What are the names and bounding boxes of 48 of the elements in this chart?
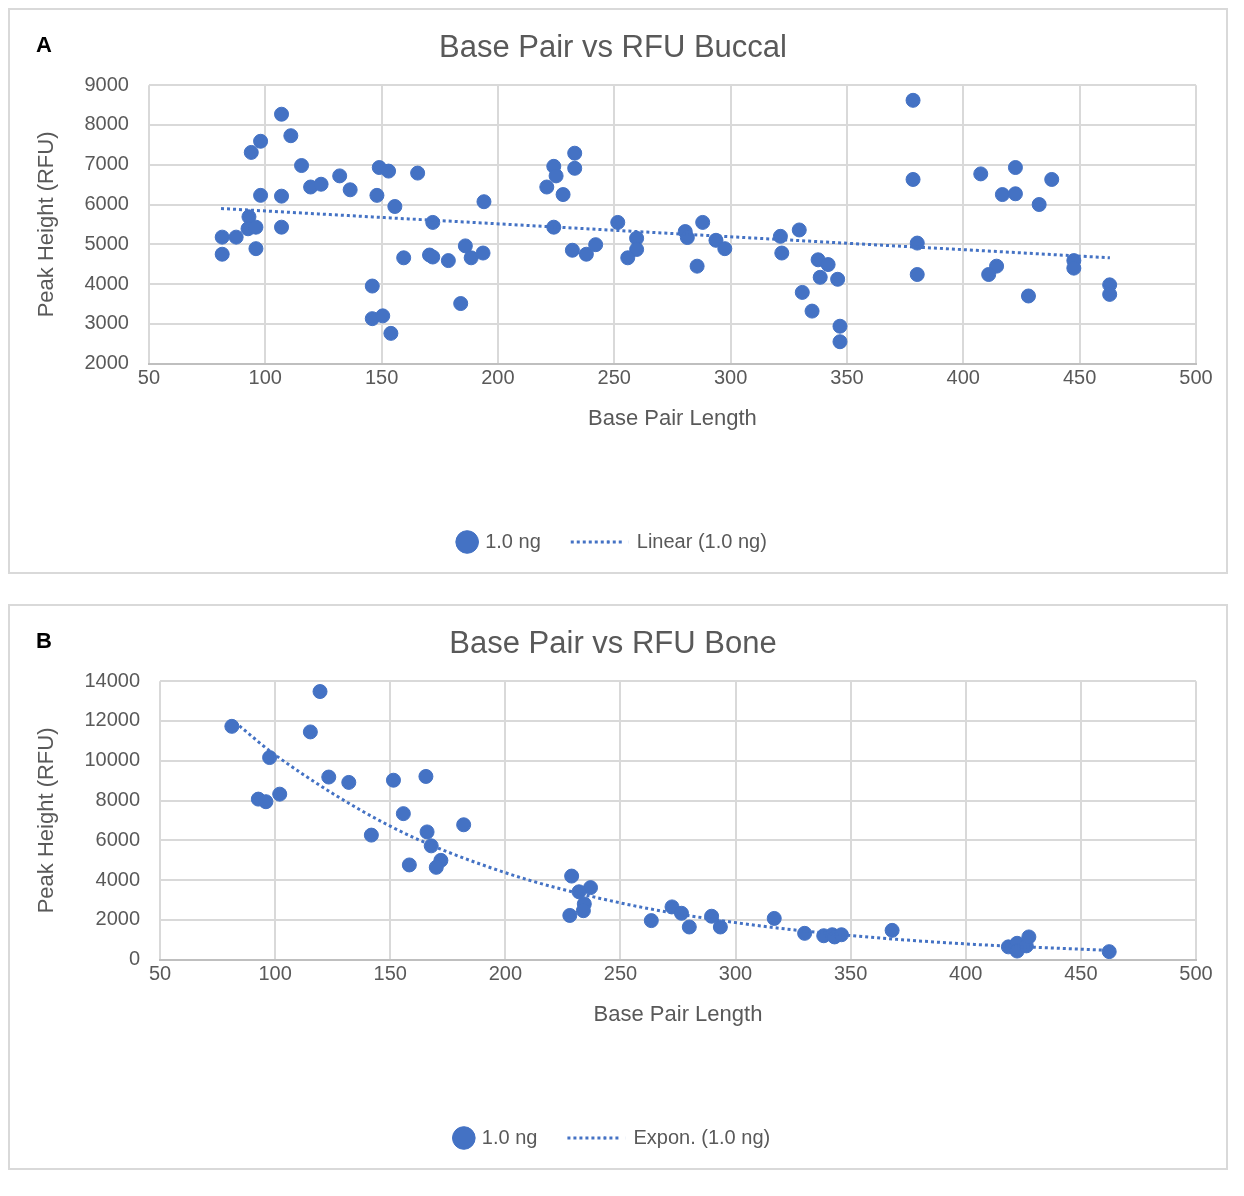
legend-label: 1.0 ng xyxy=(485,529,541,552)
x-tick-label: 350 xyxy=(830,366,864,389)
x-tick-label: 100 xyxy=(258,962,292,985)
y-tick-label: 8000 xyxy=(84,112,129,135)
y-tick-label: 12000 xyxy=(84,708,141,731)
y-tick-label: 3000 xyxy=(84,311,129,334)
y-tick-label: 8000 xyxy=(95,788,141,811)
x-tick-label: 150 xyxy=(373,962,407,985)
y-tick-label: 14000 xyxy=(84,668,141,691)
x-tick-label: 200 xyxy=(481,366,515,389)
y-tick-label: 7000 xyxy=(84,152,129,175)
y-tick-label: 0 xyxy=(128,947,141,970)
y-tick-label: 2000 xyxy=(84,351,129,374)
x-tick-label: 150 xyxy=(364,366,399,389)
y-axis-title: Peak Height (RFU) xyxy=(33,131,59,318)
y-tick-label: 9000 xyxy=(84,72,129,95)
y-tick-label: 4000 xyxy=(95,867,141,890)
y-tick-label: 2000 xyxy=(95,907,141,930)
x-tick-label: 300 xyxy=(713,366,748,389)
x-tick-label: 500 xyxy=(1179,962,1213,985)
x-tick-label: 250 xyxy=(597,366,631,389)
legend-label: Linear (1.0 ng) xyxy=(636,529,767,552)
x-tick-label: 350 xyxy=(833,962,868,985)
x-tick-label: 50 xyxy=(137,366,161,389)
y-tick-label: 10000 xyxy=(84,748,141,771)
x-tick-label: 300 xyxy=(718,962,753,985)
y-tick-label: 4000 xyxy=(84,271,129,294)
y-tick-label: 5000 xyxy=(84,231,129,254)
x-tick-label: 400 xyxy=(949,962,983,985)
x-tick-label: 400 xyxy=(946,366,980,389)
chart-title: Base Pair vs RFU Bone xyxy=(449,625,777,661)
legend-label: Expon. (1.0 ng) xyxy=(633,1125,771,1148)
x-tick-label: 450 xyxy=(1062,366,1097,389)
text: B xyxy=(36,628,52,654)
x-axis-title: Base Pair Length xyxy=(593,1000,763,1026)
legend-label: 1.0 ng xyxy=(481,1125,538,1148)
x-tick-label: 100 xyxy=(248,366,282,389)
x-tick-label: 500 xyxy=(1179,366,1213,389)
y-tick-label: 6000 xyxy=(84,192,129,215)
x-tick-label: 200 xyxy=(488,962,523,985)
text: A xyxy=(36,32,52,58)
x-tick-label: 50 xyxy=(148,962,172,985)
x-tick-label: 450 xyxy=(1064,962,1098,985)
x-axis-title: Base Pair Length xyxy=(588,404,757,430)
x-tick-label: 250 xyxy=(603,962,638,985)
y-tick-label: 6000 xyxy=(95,827,141,850)
chart-title: Base Pair vs RFU Buccal xyxy=(439,29,787,65)
y-axis-title: Peak Height (RFU) xyxy=(33,727,59,914)
